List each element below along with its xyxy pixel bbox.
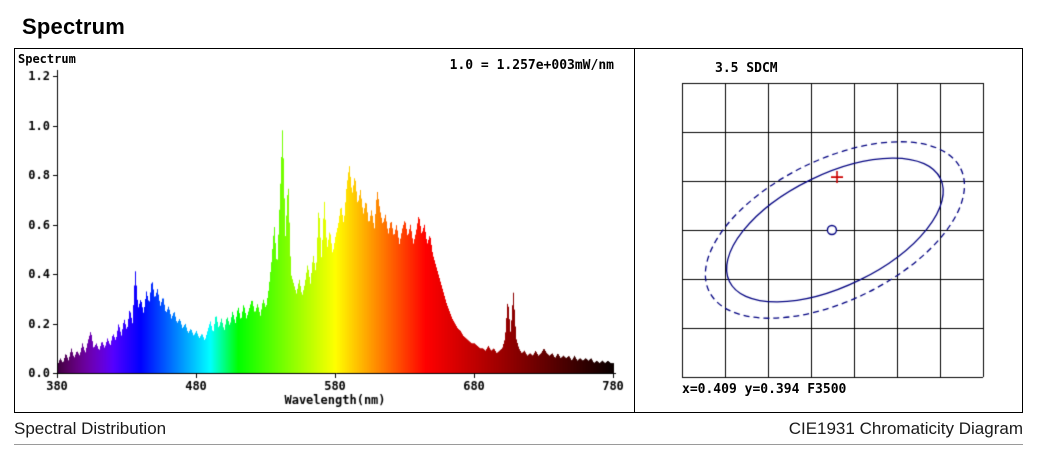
charts-container: Spectrum 1.0 = 1.257e+003mW/nm 3.5 SDCM … [14,48,1023,413]
spectral-distribution-panel: Spectrum 1.0 = 1.257e+003mW/nm [15,49,635,412]
chromaticity-panel: 3.5 SDCM x=0.409 y=0.394 F3500 [635,49,1022,412]
captions-row: Spectral Distribution CIE1931 Chromatici… [14,413,1023,445]
right-panel-caption: CIE1931 Chromaticity Diagram [788,419,1023,438]
page-title: Spectrum [22,14,126,39]
spectrum-scale-note: 1.0 = 1.257e+003mW/nm [449,58,614,73]
spectrum-chart-canvas [15,49,634,412]
sdcm-label: 3.5 SDCM [715,61,778,76]
left-panel-caption: Spectral Distribution [14,419,167,438]
spectrum-chart-label: Spectrum [18,52,76,66]
chromaticity-coordinates: x=0.409 y=0.394 F3500 [682,382,847,397]
chromaticity-chart-canvas [635,49,1021,412]
